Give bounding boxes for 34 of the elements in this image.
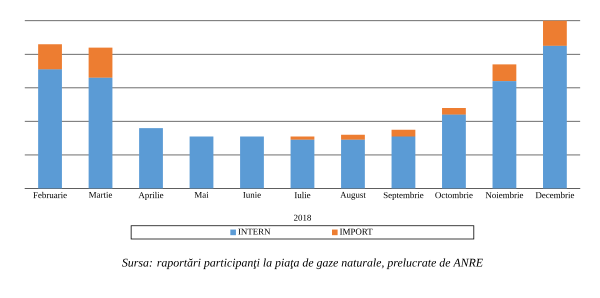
x-tick-label: Iulie [294,192,310,198]
bar [88,48,112,78]
x-tick-label: Noiembrie [486,192,524,198]
x-tick-label: Mai [194,192,208,198]
bar [442,108,466,115]
bar [290,136,314,140]
x-tick-label: Martie [88,192,112,198]
bar [38,70,62,189]
x-tick-label: Februarie [33,192,67,198]
bar [190,136,214,189]
bar [543,46,567,189]
bar [392,130,416,137]
bar [38,44,62,70]
text: Sursa: raportări participanţi la piaţa de gaze naturale, prelucrate de ANRE [122,258,483,270]
bar [442,114,466,189]
bar [290,140,314,189]
x-tick-label: Decembrie [536,192,574,198]
bar [139,128,163,189]
bar [341,135,365,140]
x-tick-label: Septembrie [384,192,424,200]
x-tick-label: August [340,192,366,200]
bar [543,20,567,46]
bar [492,81,516,189]
legend-label: IMPORT [340,228,372,235]
bar [492,64,516,82]
x-tick-label: Iunie [243,192,261,198]
bar [341,140,365,189]
bar [240,136,264,189]
legend-label: INTERN [238,228,270,235]
x-tick-label: Octombrie [435,192,473,198]
bar [392,136,416,189]
bar [88,78,112,189]
x-tick-label: Aprilie [138,192,164,200]
x-axis-title: 2018 [294,214,312,221]
